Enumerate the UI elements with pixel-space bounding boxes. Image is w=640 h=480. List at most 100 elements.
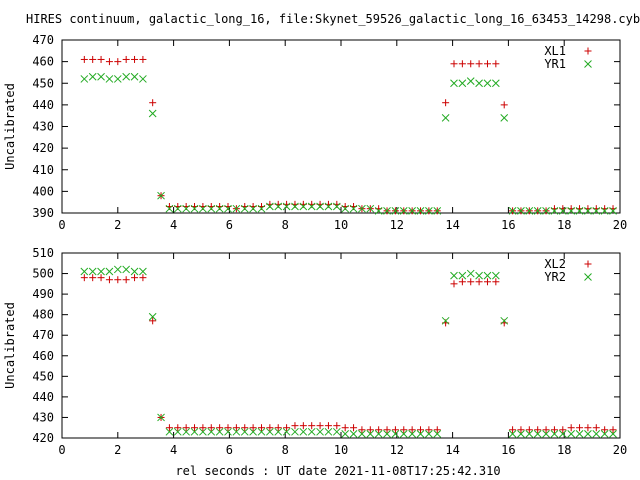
data-point — [274, 427, 283, 436]
data-point — [97, 55, 105, 63]
data-point — [324, 427, 333, 436]
y-axis-label: Uncalibrated — [3, 83, 17, 170]
data-point — [122, 72, 131, 81]
data-point — [157, 191, 165, 200]
y-axis-label: Uncalibrated — [3, 302, 17, 389]
data-point — [609, 430, 617, 438]
data-point — [425, 206, 433, 215]
data-point — [559, 426, 567, 434]
data-point — [558, 430, 567, 438]
data-point — [399, 206, 408, 215]
data-point — [550, 206, 559, 215]
data-point — [475, 60, 483, 68]
data-point — [307, 202, 316, 211]
series-yr1 — [80, 72, 617, 215]
data-point — [224, 204, 232, 213]
data-point — [130, 267, 139, 276]
data-point — [113, 75, 122, 83]
y-tick-label: 400 — [32, 184, 54, 198]
data-point — [282, 202, 291, 211]
data-point — [299, 427, 308, 436]
data-point — [174, 424, 182, 432]
y-tick-label: 480 — [32, 308, 54, 322]
data-point — [149, 317, 157, 325]
data-point — [333, 422, 341, 430]
data-point — [575, 206, 584, 215]
data-point — [157, 413, 165, 422]
data-point — [492, 278, 500, 286]
data-point — [266, 202, 274, 211]
data-point — [324, 422, 332, 430]
data-point — [249, 204, 257, 213]
y-tick-label: 420 — [32, 431, 54, 445]
legend-label: YR1 — [544, 57, 566, 71]
data-point — [584, 430, 592, 438]
data-point — [458, 278, 466, 286]
data-point — [131, 274, 139, 282]
data-point — [517, 430, 525, 438]
data-point — [483, 278, 491, 286]
chart-title: HIRES continuum, galactic_long_16, file:… — [26, 12, 640, 26]
data-point — [491, 79, 500, 88]
legend-label: XL1 — [544, 44, 566, 58]
y-tick-label: 470 — [32, 328, 54, 342]
data-point — [450, 79, 458, 88]
data-point — [466, 269, 475, 278]
data-point — [374, 430, 383, 438]
data-point — [80, 55, 88, 63]
data-point — [207, 427, 216, 436]
data-point — [509, 426, 517, 434]
data-point — [149, 99, 157, 107]
data-point — [358, 204, 366, 213]
data-point — [567, 430, 576, 438]
data-point — [399, 430, 408, 438]
data-point — [199, 424, 207, 432]
data-point — [182, 427, 191, 436]
data-point — [592, 206, 601, 215]
data-point — [291, 427, 299, 436]
data-point — [122, 265, 131, 274]
data-point — [241, 424, 249, 432]
data-point — [609, 206, 617, 215]
data-point — [450, 280, 458, 288]
data-point — [417, 426, 425, 434]
data-point — [307, 427, 316, 436]
x-tick-label: 20 — [613, 443, 627, 457]
data-point — [105, 75, 114, 83]
data-point — [332, 202, 341, 211]
data-point — [508, 206, 517, 215]
data-point — [483, 79, 492, 88]
y-tick-label: 430 — [32, 410, 54, 424]
data-point — [105, 267, 114, 276]
data-point — [383, 426, 391, 434]
data-point — [215, 204, 224, 213]
y-tick-label: 410 — [32, 163, 54, 177]
data-point — [408, 426, 416, 434]
legend-label: YR2 — [544, 270, 566, 284]
data-point — [191, 424, 199, 432]
data-point — [80, 267, 89, 276]
data-point — [467, 60, 475, 68]
x-tick-label: 18 — [557, 218, 571, 232]
data-point — [467, 278, 475, 286]
y-tick-label: 430 — [32, 120, 54, 134]
data-point — [80, 75, 89, 83]
data-point — [366, 204, 375, 213]
y-tick-label: 390 — [32, 206, 54, 220]
data-point — [114, 276, 122, 284]
data-point — [97, 274, 105, 282]
data-point — [349, 204, 358, 213]
data-point — [173, 204, 182, 213]
data-point — [88, 72, 97, 81]
data-point — [89, 274, 97, 282]
data-point — [425, 430, 433, 438]
data-point — [441, 316, 450, 325]
data-point — [584, 206, 592, 215]
data-point — [533, 206, 542, 215]
y-tick-label: 440 — [32, 390, 54, 404]
data-point — [80, 274, 88, 282]
data-point — [391, 430, 400, 438]
data-point — [550, 430, 559, 438]
x-tick-label: 12 — [390, 443, 404, 457]
data-point — [215, 427, 224, 436]
